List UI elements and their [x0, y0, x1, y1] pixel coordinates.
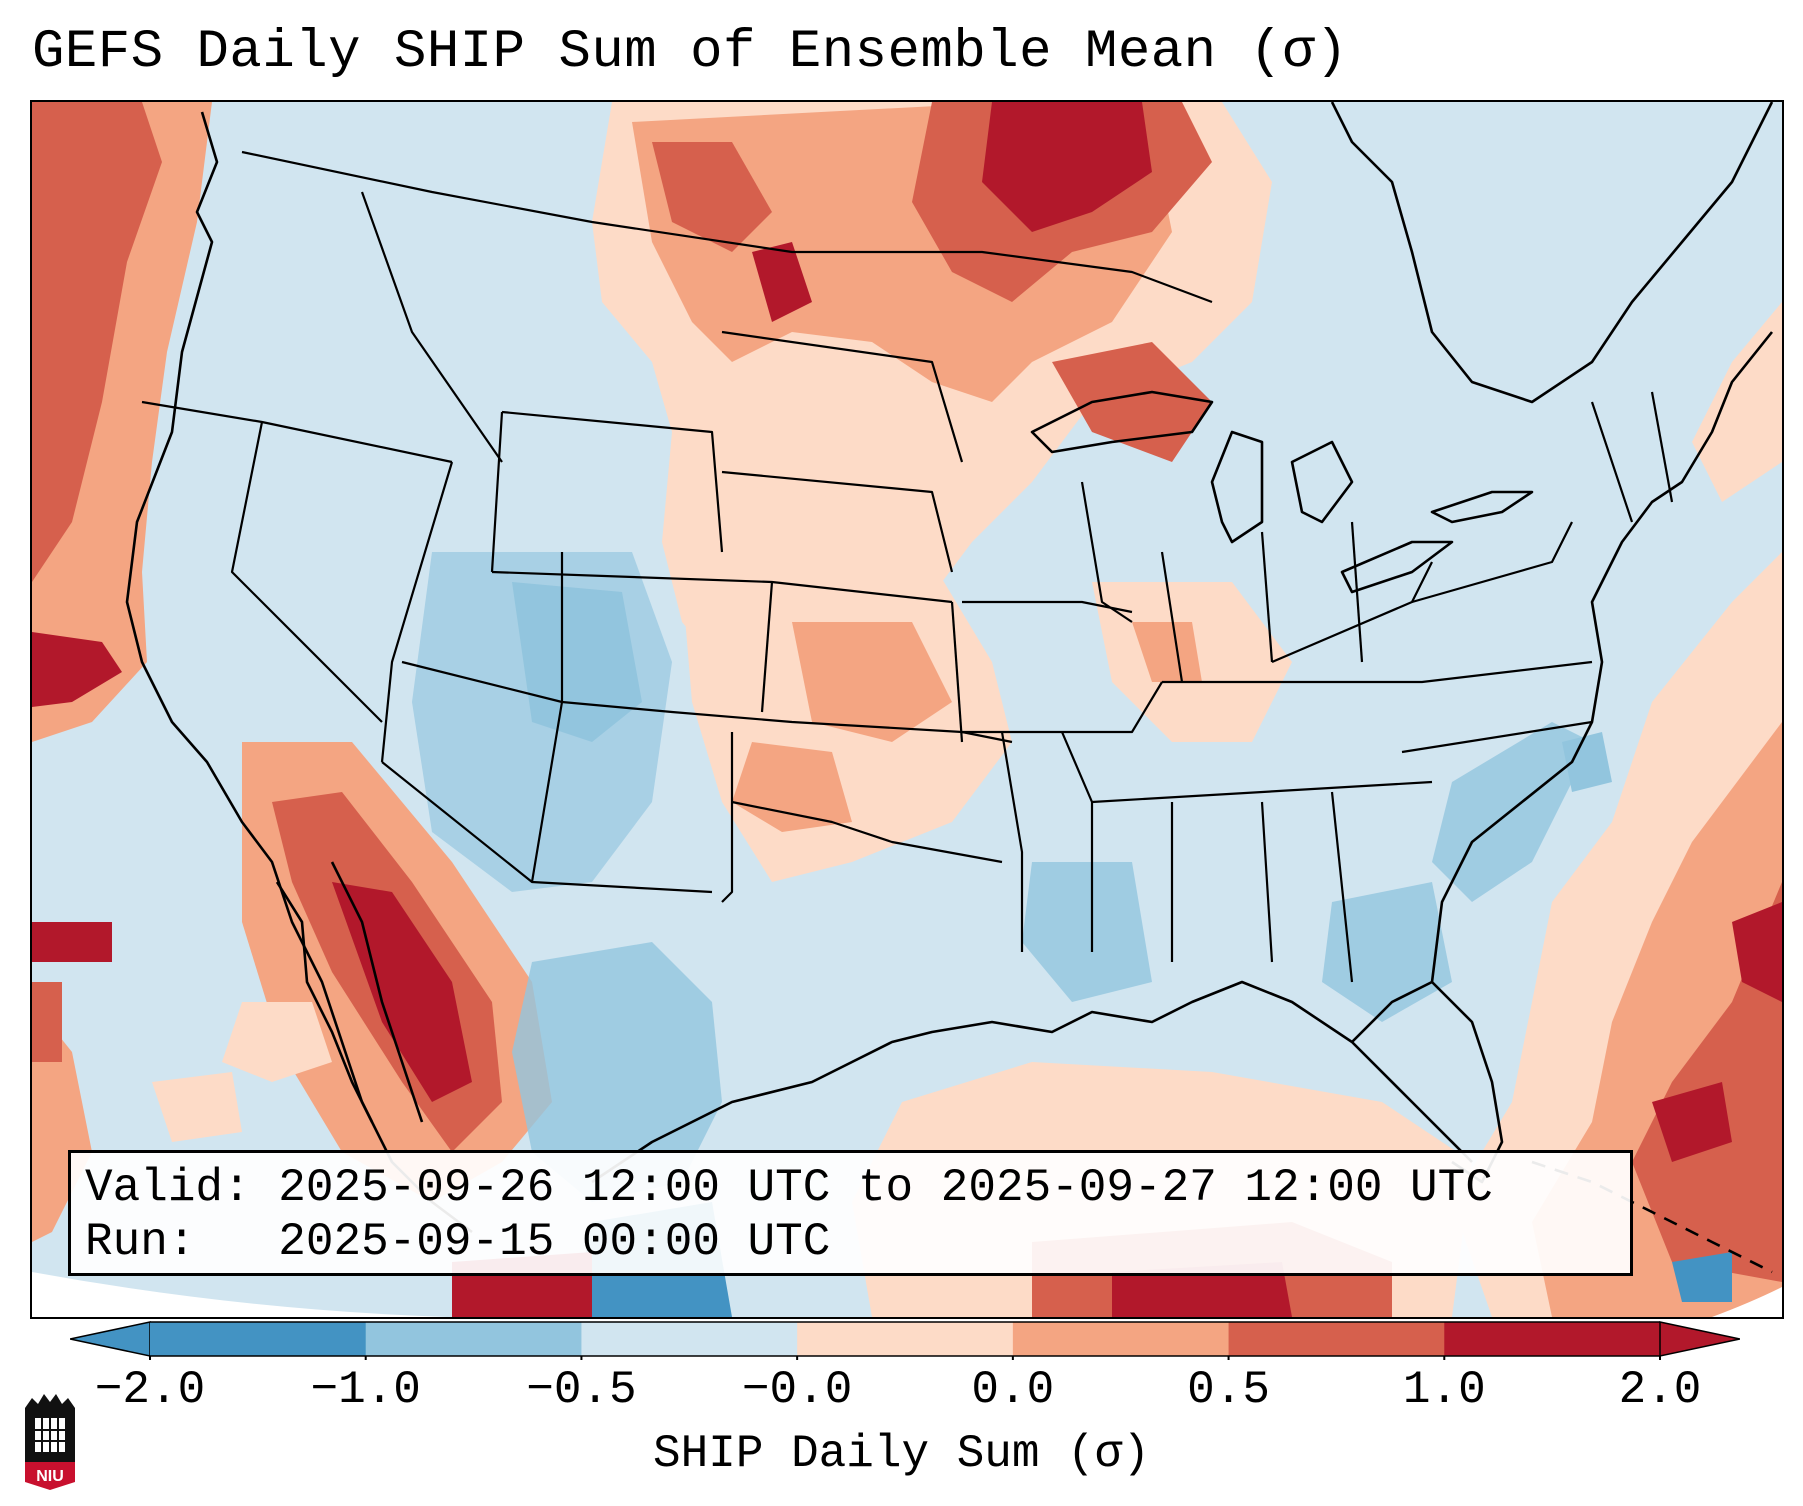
colorbar-segment	[797, 1322, 1014, 1356]
state-borders	[141, 150, 1674, 983]
colorbar-tick-label: 0.5	[1187, 1364, 1270, 1416]
map-panel	[30, 100, 1784, 1319]
mexico-warm-region	[152, 742, 552, 1202]
logo-text: NIU	[36, 1468, 64, 1485]
colorbar-segment	[150, 1322, 367, 1356]
valid-value: 2025-09-26 12:00 UTC to 2025-09-27 12:00…	[278, 1162, 1493, 1214]
projection-edge-left	[32, 1272, 632, 1317]
pacific-warm-region	[32, 102, 212, 1242]
valid-label: Valid:	[85, 1162, 251, 1214]
projection-edge-right	[1712, 1287, 1782, 1317]
valid-run-info-box: Valid: 2025-09-26 12:00 UTC to 2025-09-2…	[68, 1150, 1633, 1276]
colorbar-tick-label: −1.0	[310, 1364, 421, 1416]
run-label: Run:	[85, 1216, 196, 1268]
coastlines	[125, 102, 1774, 1274]
map-canvas	[32, 102, 1782, 1317]
colorbar-extend-max	[1659, 1321, 1740, 1357]
colorbar-tick-label: 0.0	[971, 1364, 1055, 1416]
map-title: GEFS Daily SHIP Sum of Ensemble Mean (σ)	[32, 22, 1349, 83]
colorbar-segment	[365, 1322, 582, 1356]
run-value: 2025-09-15 00:00 UTC	[278, 1216, 831, 1268]
colorbar-tick-label: −0.5	[526, 1364, 637, 1416]
colorbar-tick-label: −0.0	[741, 1364, 853, 1416]
colorbar-segment	[1444, 1322, 1661, 1356]
colorbar-tick-label: 2.0	[1618, 1364, 1702, 1416]
colorbar-segment	[581, 1322, 798, 1356]
colorbar-label: SHIP Daily Sum (σ)	[653, 1428, 1150, 1480]
colorbar-tick-label: 1.0	[1402, 1364, 1486, 1416]
niu-logo: NIU	[25, 1394, 75, 1490]
colorbar	[70, 1321, 1740, 1360]
colorbar-extend-min	[70, 1321, 151, 1357]
colorbar-tick-label: −2.0	[94, 1364, 206, 1416]
western-cool-region	[412, 552, 672, 892]
colorbar-segment	[1228, 1322, 1445, 1356]
colorbar-segment	[1012, 1322, 1230, 1356]
